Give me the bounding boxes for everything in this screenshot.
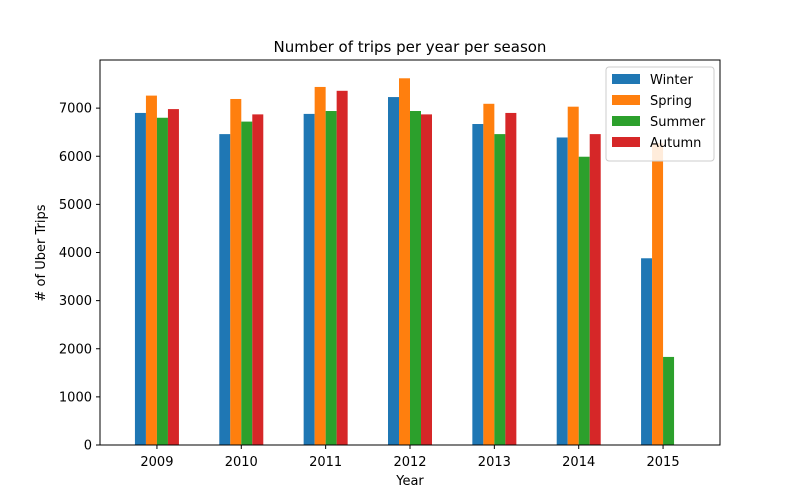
legend-swatch-winter	[612, 74, 640, 84]
bar-summer-2013	[494, 134, 506, 446]
bar-winter-2014	[556, 137, 568, 446]
y-tick-label: 7000	[59, 102, 92, 117]
x-tick-label: 2014	[562, 455, 595, 470]
bar-winter-2013	[472, 124, 484, 445]
bar-summer-2009	[156, 117, 168, 445]
legend-label-summer: Summer	[650, 115, 706, 130]
bar-autumn-2009	[167, 109, 179, 445]
bar-summer-2014	[578, 156, 590, 446]
bar-autumn-2014	[589, 134, 601, 446]
bar-spring-2014	[567, 106, 579, 446]
bar-winter-2010	[219, 134, 231, 446]
y-tick-label: 0	[84, 439, 92, 454]
x-tick-label: 2010	[225, 455, 258, 470]
legend: Winter Spring Summer Autumn	[605, 66, 715, 162]
x-tick-label: 2009	[140, 455, 173, 470]
bar-summer-2011	[325, 111, 337, 445]
x-tick-label: 2011	[309, 455, 342, 470]
y-tick-label: 1000	[59, 390, 92, 405]
bar-summer-2010	[241, 121, 253, 445]
x-axis-label: Year	[395, 474, 424, 489]
y-tick-label: 4000	[59, 246, 92, 261]
legend-swatch-autumn	[612, 137, 640, 147]
x-tick-label: 2015	[647, 455, 680, 470]
x-tick-label: 2012	[393, 455, 426, 470]
bars-layer	[134, 78, 675, 446]
legend-swatch-spring	[612, 95, 640, 105]
bar-spring-2011	[314, 86, 326, 445]
x-tick-label: 2013	[478, 455, 511, 470]
bar-spring-2012	[399, 78, 410, 445]
legend-swatch-summer	[612, 116, 640, 126]
y-tick-label: 5000	[59, 198, 92, 213]
y-tick-label: 3000	[59, 294, 92, 309]
bar-spring-2009	[145, 95, 157, 446]
y-tick-label: 2000	[59, 342, 92, 357]
bar-spring-2010	[230, 98, 242, 445]
bar-autumn-2010	[252, 114, 264, 445]
chart-title: Number of trips per year per season	[274, 38, 547, 56]
bar-summer-2012	[410, 111, 421, 445]
bar-winter-2011	[303, 113, 315, 446]
bar-spring-2013	[483, 103, 495, 445]
legend-label-spring: Spring	[650, 94, 692, 109]
y-tick-label: 6000	[59, 150, 92, 165]
axes-layer: 0 1000 2000 3000 4000 5000 6000 7000 2009 2010 201…	[59, 59, 721, 470]
bar-autumn-2013	[505, 112, 517, 445]
legend-label-winter: Winter	[650, 73, 694, 88]
bar-winter-2012	[388, 97, 399, 445]
bar-winter-2015	[641, 258, 653, 445]
legend-label-autumn: Autumn	[650, 136, 701, 151]
y-axis-label: # of Uber Trips	[34, 204, 49, 301]
bar-autumn-2011	[336, 90, 348, 446]
bar-autumn-2012	[421, 114, 432, 445]
bar-winter-2009	[134, 112, 146, 445]
bar-summer-2015	[663, 356, 675, 445]
bar-spring-2015	[652, 143, 664, 445]
